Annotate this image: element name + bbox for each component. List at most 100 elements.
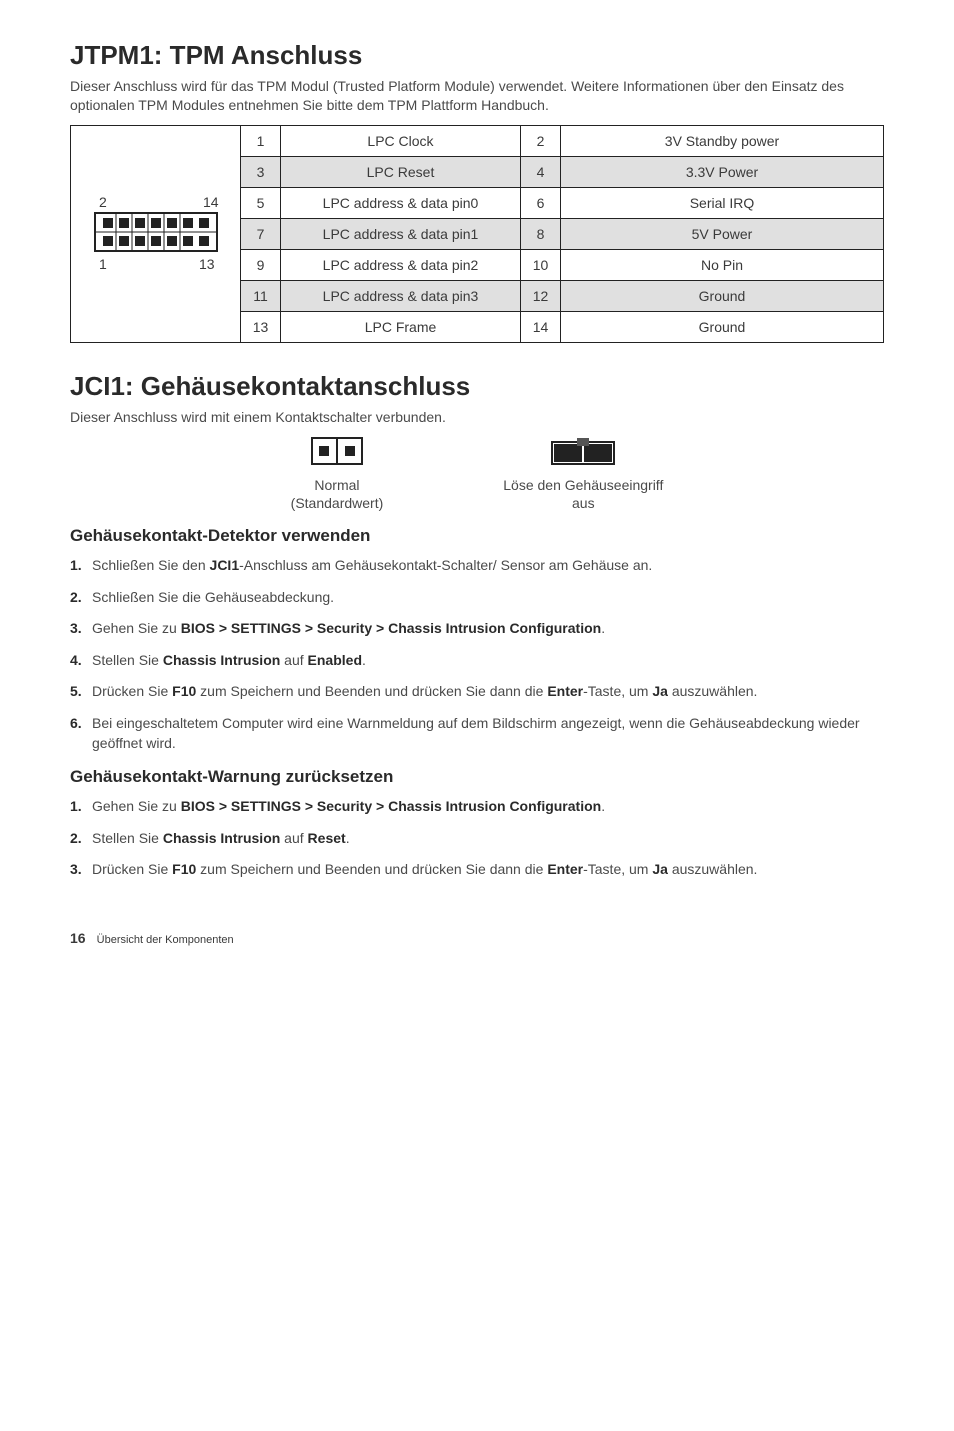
list-item-bold: Chassis Intrusion [163, 652, 280, 668]
svg-text:14: 14 [203, 194, 219, 210]
jumper-left-label-2: (Standardwert) [291, 495, 384, 511]
list-item-text: zum Speichern und Beenden und drücken Si… [196, 683, 547, 699]
list-item-bold: Enter [547, 683, 583, 699]
jtpm-pin-table: 2141131LPC Clock23V Standby power3LPC Re… [70, 125, 884, 343]
jumper-right-label-2: aus [572, 495, 595, 511]
pin-num: 13 [241, 311, 281, 342]
list-item-number: 3. [70, 619, 82, 639]
pin-desc: LPC address & data pin3 [281, 280, 521, 311]
list-item-bold: F10 [172, 861, 196, 877]
pin-desc: LPC Frame [281, 311, 521, 342]
pin-desc: No Pin [561, 249, 884, 280]
list-item-number: 1. [70, 556, 82, 576]
pin-desc: LPC address & data pin2 [281, 249, 521, 280]
list-item-text: auszuwählen. [668, 861, 758, 877]
list-item-text: -Anschluss am Gehäusekontakt-Schalter/ S… [239, 557, 652, 573]
list-item-text: zum Speichern und Beenden und drücken Si… [196, 861, 547, 877]
svg-text:1: 1 [99, 256, 107, 272]
list-item-text: Gehen Sie zu [92, 620, 181, 636]
pin-num: 10 [521, 249, 561, 280]
list-item: 1. Gehen Sie zu BIOS > SETTINGS > Securit… [70, 797, 884, 817]
list-item: 5. Drücken Sie F10 zum Speichern und Been… [70, 682, 884, 702]
list-item: 3. Drücken Sie F10 zum Speichern und Been… [70, 860, 884, 880]
list-item-text: . [362, 652, 366, 668]
list-item-text: Drücken Sie [92, 861, 172, 877]
pin-desc: LPC Clock [281, 125, 521, 156]
list-item-text: Drücken Sie [92, 683, 172, 699]
page-footer: 16 Übersicht der Komponenten [70, 930, 884, 946]
pin-num: 8 [521, 218, 561, 249]
pin-desc: Ground [561, 280, 884, 311]
use-list: 1. Schließen Sie den JCI1-Anschluss am Ge… [70, 556, 884, 753]
pin-num: 12 [521, 280, 561, 311]
pin-desc: LPC address & data pin1 [281, 218, 521, 249]
list-item-text: . [601, 798, 605, 814]
list-item: 3.Gehen Sie zu BIOS > SETTINGS > Securit… [70, 619, 884, 639]
jumper-normal-icon [311, 437, 363, 465]
list-item-text: Stellen Sie [92, 830, 163, 846]
list-item-text: -Taste, um [583, 683, 652, 699]
list-item-text: Bei eingeschaltetem Computer wird eine W… [92, 715, 860, 751]
list-item: 2. Stellen Sie Chassis Intrusion auf Rese… [70, 829, 884, 849]
pin-desc: Ground [561, 311, 884, 342]
list-item-text: Schließen Sie die Gehäuseabdeckung. [92, 589, 334, 605]
pin-desc: 3.3V Power [561, 156, 884, 187]
list-item-bold: F10 [172, 683, 196, 699]
pin-desc: 3V Standby power [561, 125, 884, 156]
svg-text:2: 2 [99, 194, 107, 210]
pin-num: 4 [521, 156, 561, 187]
jumper-diagram-row: Normal (Standardwert) Löse den Gehäuseei… [70, 437, 884, 512]
pin-num: 6 [521, 187, 561, 218]
pin-num: 5 [241, 187, 281, 218]
footer-section: Übersicht der Komponenten [97, 934, 234, 946]
jtpm-diagram: 2 14 1 13 [71, 125, 241, 342]
pin-desc: Serial IRQ [561, 187, 884, 218]
list-item-number: 6. [70, 714, 82, 734]
page-number: 16 [70, 930, 86, 946]
jtpm-desc: Dieser Anschluss wird für das TPM Modul … [70, 77, 884, 115]
list-item-bold: Enter [547, 861, 583, 877]
list-item-number: 3. [70, 860, 82, 880]
pin-desc: 5V Power [561, 218, 884, 249]
list-item-text: auszuwählen. [668, 683, 758, 699]
list-item-bold: Reset [308, 830, 346, 846]
list-item-number: 5. [70, 682, 82, 702]
list-item: 6. Bei eingeschaltetem Computer wird eine… [70, 714, 884, 753]
list-item-number: 2. [70, 829, 82, 849]
pin-num: 14 [521, 311, 561, 342]
list-item-text: Stellen Sie [92, 652, 163, 668]
pin-desc: LPC address & data pin0 [281, 187, 521, 218]
pin-num: 7 [241, 218, 281, 249]
list-item-bold: Ja [652, 861, 668, 877]
jumper-left-label-1: Normal [314, 477, 359, 493]
jtpm-heading: JTPM1: TPM Anschluss [70, 40, 884, 71]
reset-heading: Gehäusekontakt-Warnung zurücksetzen [70, 767, 884, 787]
list-item-text: auf [280, 652, 307, 668]
list-item: 4.Stellen Sie Chassis Intrusion auf Enab… [70, 651, 884, 671]
pin-num: 1 [241, 125, 281, 156]
svg-text:13: 13 [199, 256, 215, 272]
list-item-text: Schließen Sie den [92, 557, 210, 573]
list-item-bold: Chassis Intrusion [163, 830, 280, 846]
jci-heading: JCI1: Gehäusekontaktanschluss [70, 371, 884, 402]
pin-num: 3 [241, 156, 281, 187]
jumper-trigger-icon [551, 437, 615, 465]
list-item: 2. Schließen Sie die Gehäuseabdeckung. [70, 588, 884, 608]
list-item-number: 1. [70, 797, 82, 817]
use-heading: Gehäusekontakt-Detektor verwenden [70, 526, 884, 546]
jci-desc: Dieser Anschluss wird mit einem Kontakts… [70, 408, 884, 427]
list-item-text: auf [280, 830, 307, 846]
reset-list: 1. Gehen Sie zu BIOS > SETTINGS > Securit… [70, 797, 884, 880]
list-item-bold: BIOS > SETTINGS > Security > Chassis Int… [181, 798, 601, 814]
pin-num: 11 [241, 280, 281, 311]
list-item-bold: Enabled [308, 652, 362, 668]
list-item-number: 2. [70, 588, 82, 608]
list-item-text: -Taste, um [583, 861, 652, 877]
jumper-right-label-1: Löse den Gehäuseeingriff [503, 477, 663, 493]
list-item-bold: JCI1 [210, 557, 240, 573]
pin-num: 9 [241, 249, 281, 280]
pin-num: 2 [521, 125, 561, 156]
list-item-text: . [601, 620, 605, 636]
list-item-text: Gehen Sie zu [92, 798, 181, 814]
pin-desc: LPC Reset [281, 156, 521, 187]
